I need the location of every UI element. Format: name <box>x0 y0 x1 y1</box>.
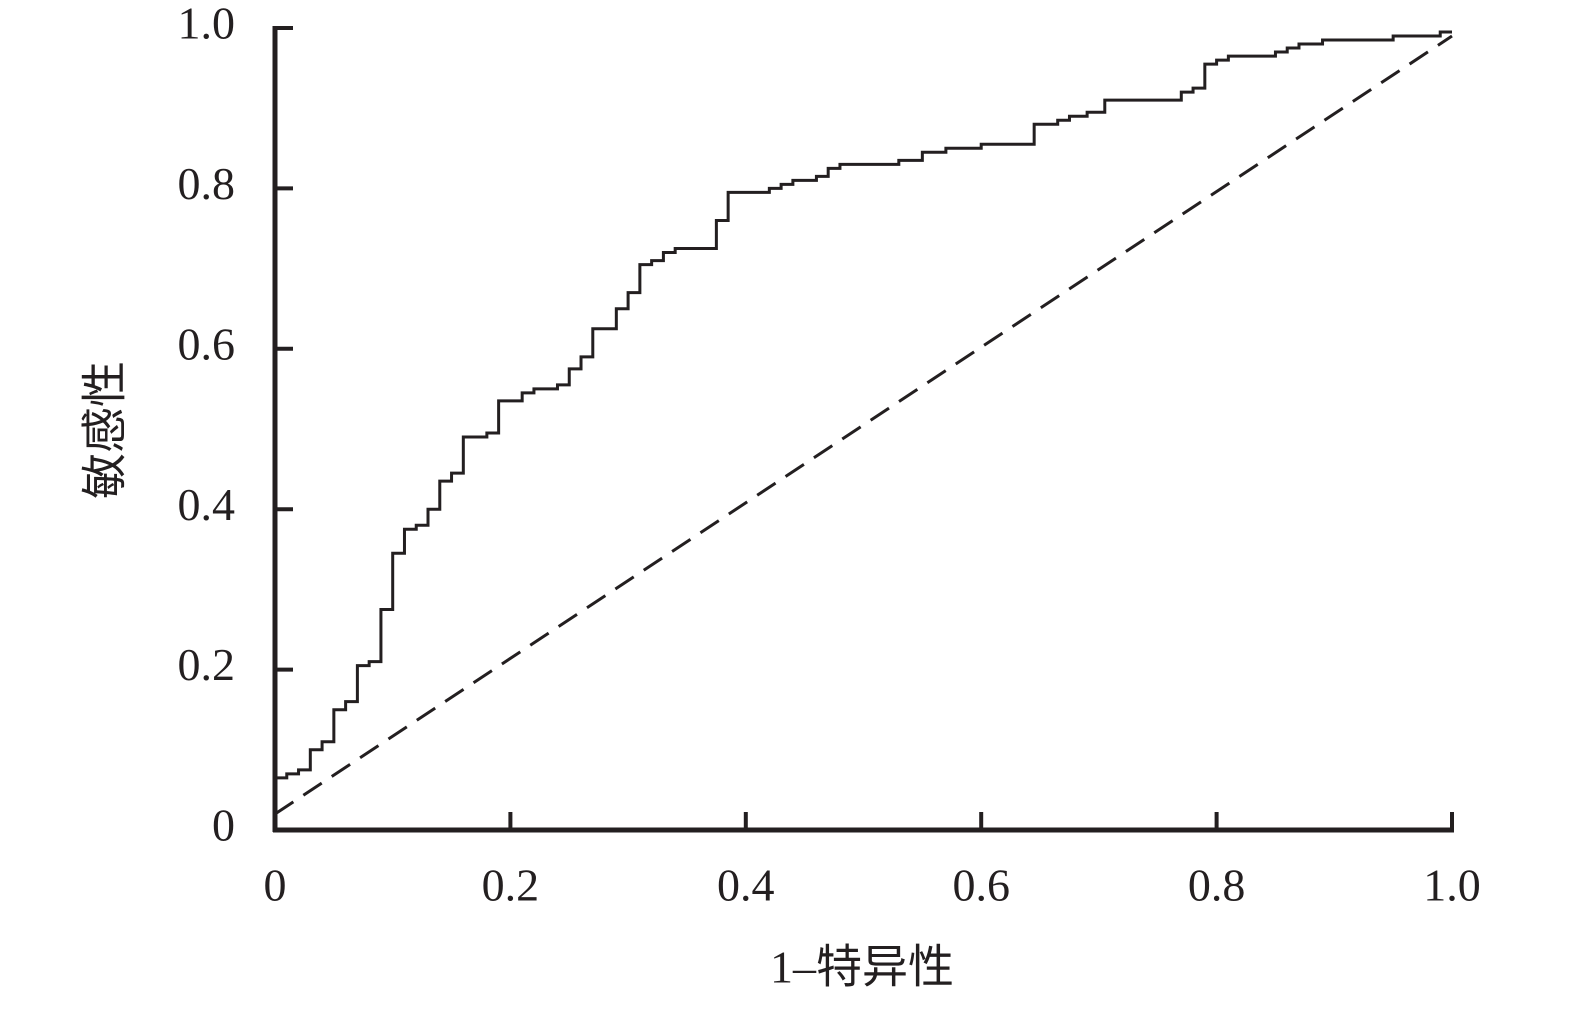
y-tick-label: 0 <box>212 800 235 851</box>
roc-line <box>275 30 1452 780</box>
y-tick-label: 0.2 <box>178 639 236 690</box>
x-tick-label: 0.6 <box>952 860 1010 911</box>
roc-line <box>274 34 1453 816</box>
y-tick-label: 0.6 <box>178 318 236 369</box>
x-axis-label: 1–特异性 <box>770 942 954 993</box>
y-tick-label: 0.4 <box>178 479 236 530</box>
y-axis-label: 敏感性 <box>80 361 131 499</box>
x-tick-label: 1.0 <box>1423 860 1481 911</box>
x-tick-label: 0.8 <box>1188 860 1246 911</box>
x-tick-label: 0.2 <box>482 860 540 911</box>
y-tick-label: 0.8 <box>178 158 236 209</box>
x-tick-label: 0.4 <box>717 860 775 911</box>
y-tick-label: 1.0 <box>178 0 236 49</box>
x-tick-label: 0 <box>264 860 287 911</box>
